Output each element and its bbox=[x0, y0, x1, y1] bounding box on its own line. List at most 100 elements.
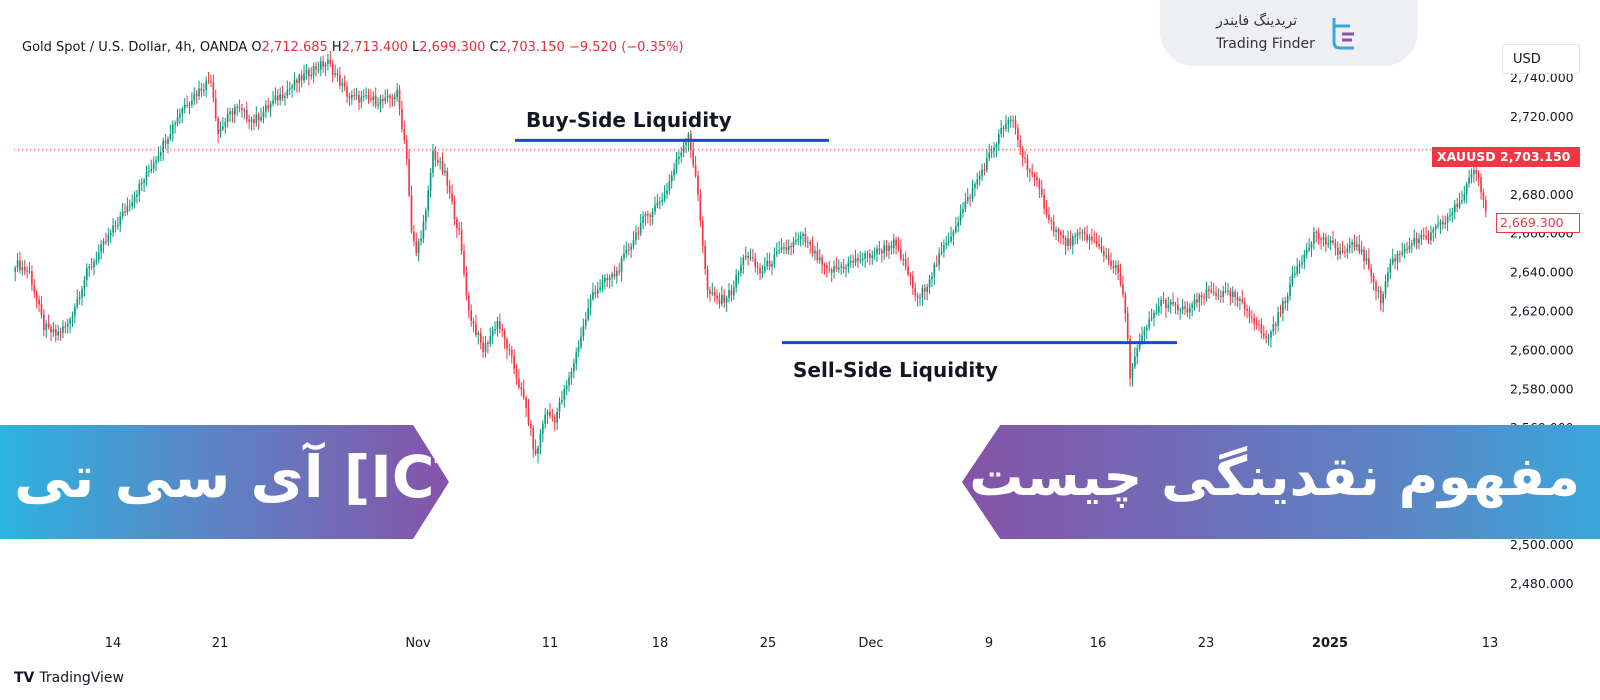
candle-body bbox=[568, 377, 570, 386]
candle-body bbox=[1145, 327, 1148, 331]
candle-body bbox=[494, 329, 496, 331]
candle-body bbox=[1408, 245, 1411, 250]
candle-body bbox=[1160, 299, 1162, 307]
candle-body bbox=[864, 253, 866, 259]
candle-body bbox=[630, 246, 632, 250]
candle-body bbox=[1005, 123, 1007, 129]
candle-body bbox=[637, 232, 640, 234]
candle-body bbox=[200, 88, 203, 91]
tradingview-footer[interactable]: TV TradingView bbox=[14, 670, 124, 686]
candle-body bbox=[1043, 194, 1045, 209]
candle-body bbox=[503, 330, 506, 340]
candle-body bbox=[766, 260, 769, 267]
candle-body bbox=[222, 126, 224, 130]
candle-body bbox=[148, 171, 150, 173]
candle-body bbox=[343, 82, 346, 87]
candle-body bbox=[1184, 306, 1186, 309]
candle-body bbox=[510, 349, 513, 356]
candle-body bbox=[761, 271, 764, 274]
candle-body bbox=[909, 274, 912, 276]
candle-body bbox=[1301, 262, 1303, 265]
candle-body bbox=[787, 245, 790, 250]
candle-body bbox=[546, 411, 549, 415]
candle-body bbox=[370, 98, 372, 101]
candle-body bbox=[527, 407, 530, 424]
candle-body bbox=[692, 150, 695, 166]
candle-body bbox=[737, 273, 740, 276]
candle-body bbox=[1150, 317, 1153, 320]
high-label: H bbox=[331, 40, 342, 55]
candle-body bbox=[47, 323, 50, 328]
candle-body bbox=[845, 267, 847, 269]
candle-body bbox=[878, 248, 881, 251]
time-axis[interactable]: 14 21 Nov 11 18 25 Dec 9 16 23 2025 13 bbox=[105, 636, 1499, 651]
candle-body bbox=[988, 152, 991, 159]
candle-body bbox=[1444, 222, 1447, 225]
candle-body bbox=[1203, 297, 1205, 299]
candle-body bbox=[451, 192, 453, 202]
candle-body bbox=[78, 297, 81, 299]
candle-body bbox=[1255, 323, 1258, 325]
candle-body bbox=[539, 433, 542, 448]
candle-body bbox=[599, 287, 601, 290]
candle-body bbox=[355, 94, 358, 96]
candle-body bbox=[639, 222, 642, 234]
candle-body bbox=[1102, 250, 1105, 256]
candle-body bbox=[670, 175, 673, 182]
candle-body bbox=[971, 187, 974, 199]
candle-body bbox=[69, 319, 71, 324]
candle-body bbox=[1453, 204, 1456, 213]
candle-body bbox=[198, 88, 200, 97]
candle-body bbox=[904, 259, 907, 267]
candle-body bbox=[1083, 232, 1086, 235]
candle-body bbox=[1473, 169, 1475, 175]
candle-body bbox=[814, 250, 816, 254]
time-tick-label: Dec bbox=[858, 636, 883, 651]
candle-body bbox=[627, 249, 630, 251]
candle-body bbox=[926, 286, 929, 292]
candle-body bbox=[379, 98, 382, 105]
candle-body bbox=[1375, 282, 1377, 292]
candle-body bbox=[532, 428, 535, 449]
candle-body bbox=[85, 267, 88, 280]
candle-body bbox=[117, 224, 119, 227]
candle-body bbox=[484, 342, 487, 353]
candle-body bbox=[1384, 281, 1387, 295]
candle-body bbox=[1458, 202, 1461, 207]
candle-body bbox=[615, 271, 618, 277]
candle-body bbox=[823, 265, 826, 267]
candle-body bbox=[245, 109, 248, 120]
low-label: L bbox=[412, 40, 420, 55]
candle-body bbox=[308, 69, 310, 77]
candle-body bbox=[656, 202, 659, 206]
candle-body bbox=[754, 258, 757, 267]
candle-body bbox=[1174, 304, 1177, 306]
candle-body bbox=[515, 368, 518, 379]
candle-body bbox=[1370, 268, 1373, 276]
open-value: 2,712.685 bbox=[261, 40, 328, 55]
candle-body bbox=[365, 95, 367, 97]
candle-body bbox=[284, 96, 286, 99]
candle-body bbox=[441, 161, 444, 173]
candle-body bbox=[1167, 304, 1170, 309]
candle-body bbox=[150, 168, 153, 172]
candle-body bbox=[250, 119, 253, 122]
candle-body bbox=[1234, 291, 1236, 298]
candle-body bbox=[45, 323, 48, 331]
currency-button[interactable]: USD bbox=[1502, 44, 1580, 74]
candle-body bbox=[594, 292, 597, 294]
candle-body bbox=[255, 114, 258, 124]
candle-body bbox=[1031, 172, 1034, 175]
brand-name-english: Trading Finder bbox=[1216, 36, 1315, 52]
candle-body bbox=[608, 277, 611, 280]
candle-body bbox=[389, 95, 391, 99]
candle-body bbox=[907, 266, 909, 275]
tradingview-logo-icon: TV bbox=[14, 670, 35, 686]
candle-body bbox=[1153, 312, 1155, 318]
candle-body bbox=[1427, 238, 1430, 241]
candle-body bbox=[959, 212, 962, 223]
candle-body bbox=[265, 105, 267, 112]
candle-body bbox=[458, 228, 461, 230]
candle-body bbox=[83, 279, 86, 290]
